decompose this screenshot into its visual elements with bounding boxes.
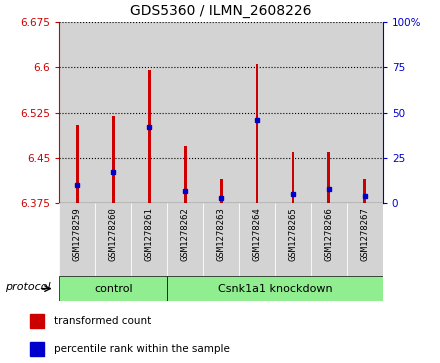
Text: GSM1278261: GSM1278261 — [145, 207, 154, 261]
Text: GSM1278266: GSM1278266 — [324, 207, 334, 261]
Bar — [59, 203, 95, 276]
Text: GSM1278259: GSM1278259 — [73, 207, 82, 261]
Bar — [275, 22, 311, 203]
Bar — [363, 179, 366, 203]
Bar — [347, 22, 383, 203]
Bar — [239, 22, 275, 203]
Bar — [239, 203, 275, 276]
Text: GSM1278263: GSM1278263 — [216, 207, 226, 261]
Bar — [59, 22, 95, 203]
Text: transformed count: transformed count — [54, 316, 151, 326]
Text: control: control — [94, 284, 132, 294]
Text: percentile rank within the sample: percentile rank within the sample — [54, 344, 229, 354]
Bar — [112, 115, 115, 203]
Text: Csnk1a1 knockdown: Csnk1a1 knockdown — [218, 284, 332, 294]
Title: GDS5360 / ILMN_2608226: GDS5360 / ILMN_2608226 — [130, 4, 312, 18]
Bar — [131, 22, 167, 203]
Bar — [275, 203, 311, 276]
Bar — [95, 22, 131, 203]
Bar — [347, 203, 383, 276]
Text: GSM1278267: GSM1278267 — [360, 207, 369, 261]
Bar — [203, 203, 239, 276]
Bar — [311, 203, 347, 276]
Text: protocol: protocol — [5, 282, 50, 292]
Text: GSM1278265: GSM1278265 — [289, 207, 297, 261]
Text: GSM1278262: GSM1278262 — [181, 207, 190, 261]
Bar — [167, 22, 203, 203]
Bar — [167, 203, 203, 276]
Bar — [220, 179, 223, 203]
Bar — [167, 276, 383, 301]
Bar — [327, 152, 330, 203]
Bar — [311, 22, 347, 203]
Bar — [256, 64, 258, 203]
Bar — [59, 276, 167, 301]
Bar — [30, 342, 44, 356]
Text: GSM1278264: GSM1278264 — [253, 207, 261, 261]
Bar — [95, 203, 131, 276]
Bar — [184, 146, 187, 203]
Bar — [30, 314, 44, 328]
Text: GSM1278260: GSM1278260 — [109, 207, 118, 261]
Bar — [203, 22, 239, 203]
Bar — [131, 203, 167, 276]
Bar — [148, 70, 150, 203]
Bar — [76, 125, 79, 203]
Bar — [292, 152, 294, 203]
